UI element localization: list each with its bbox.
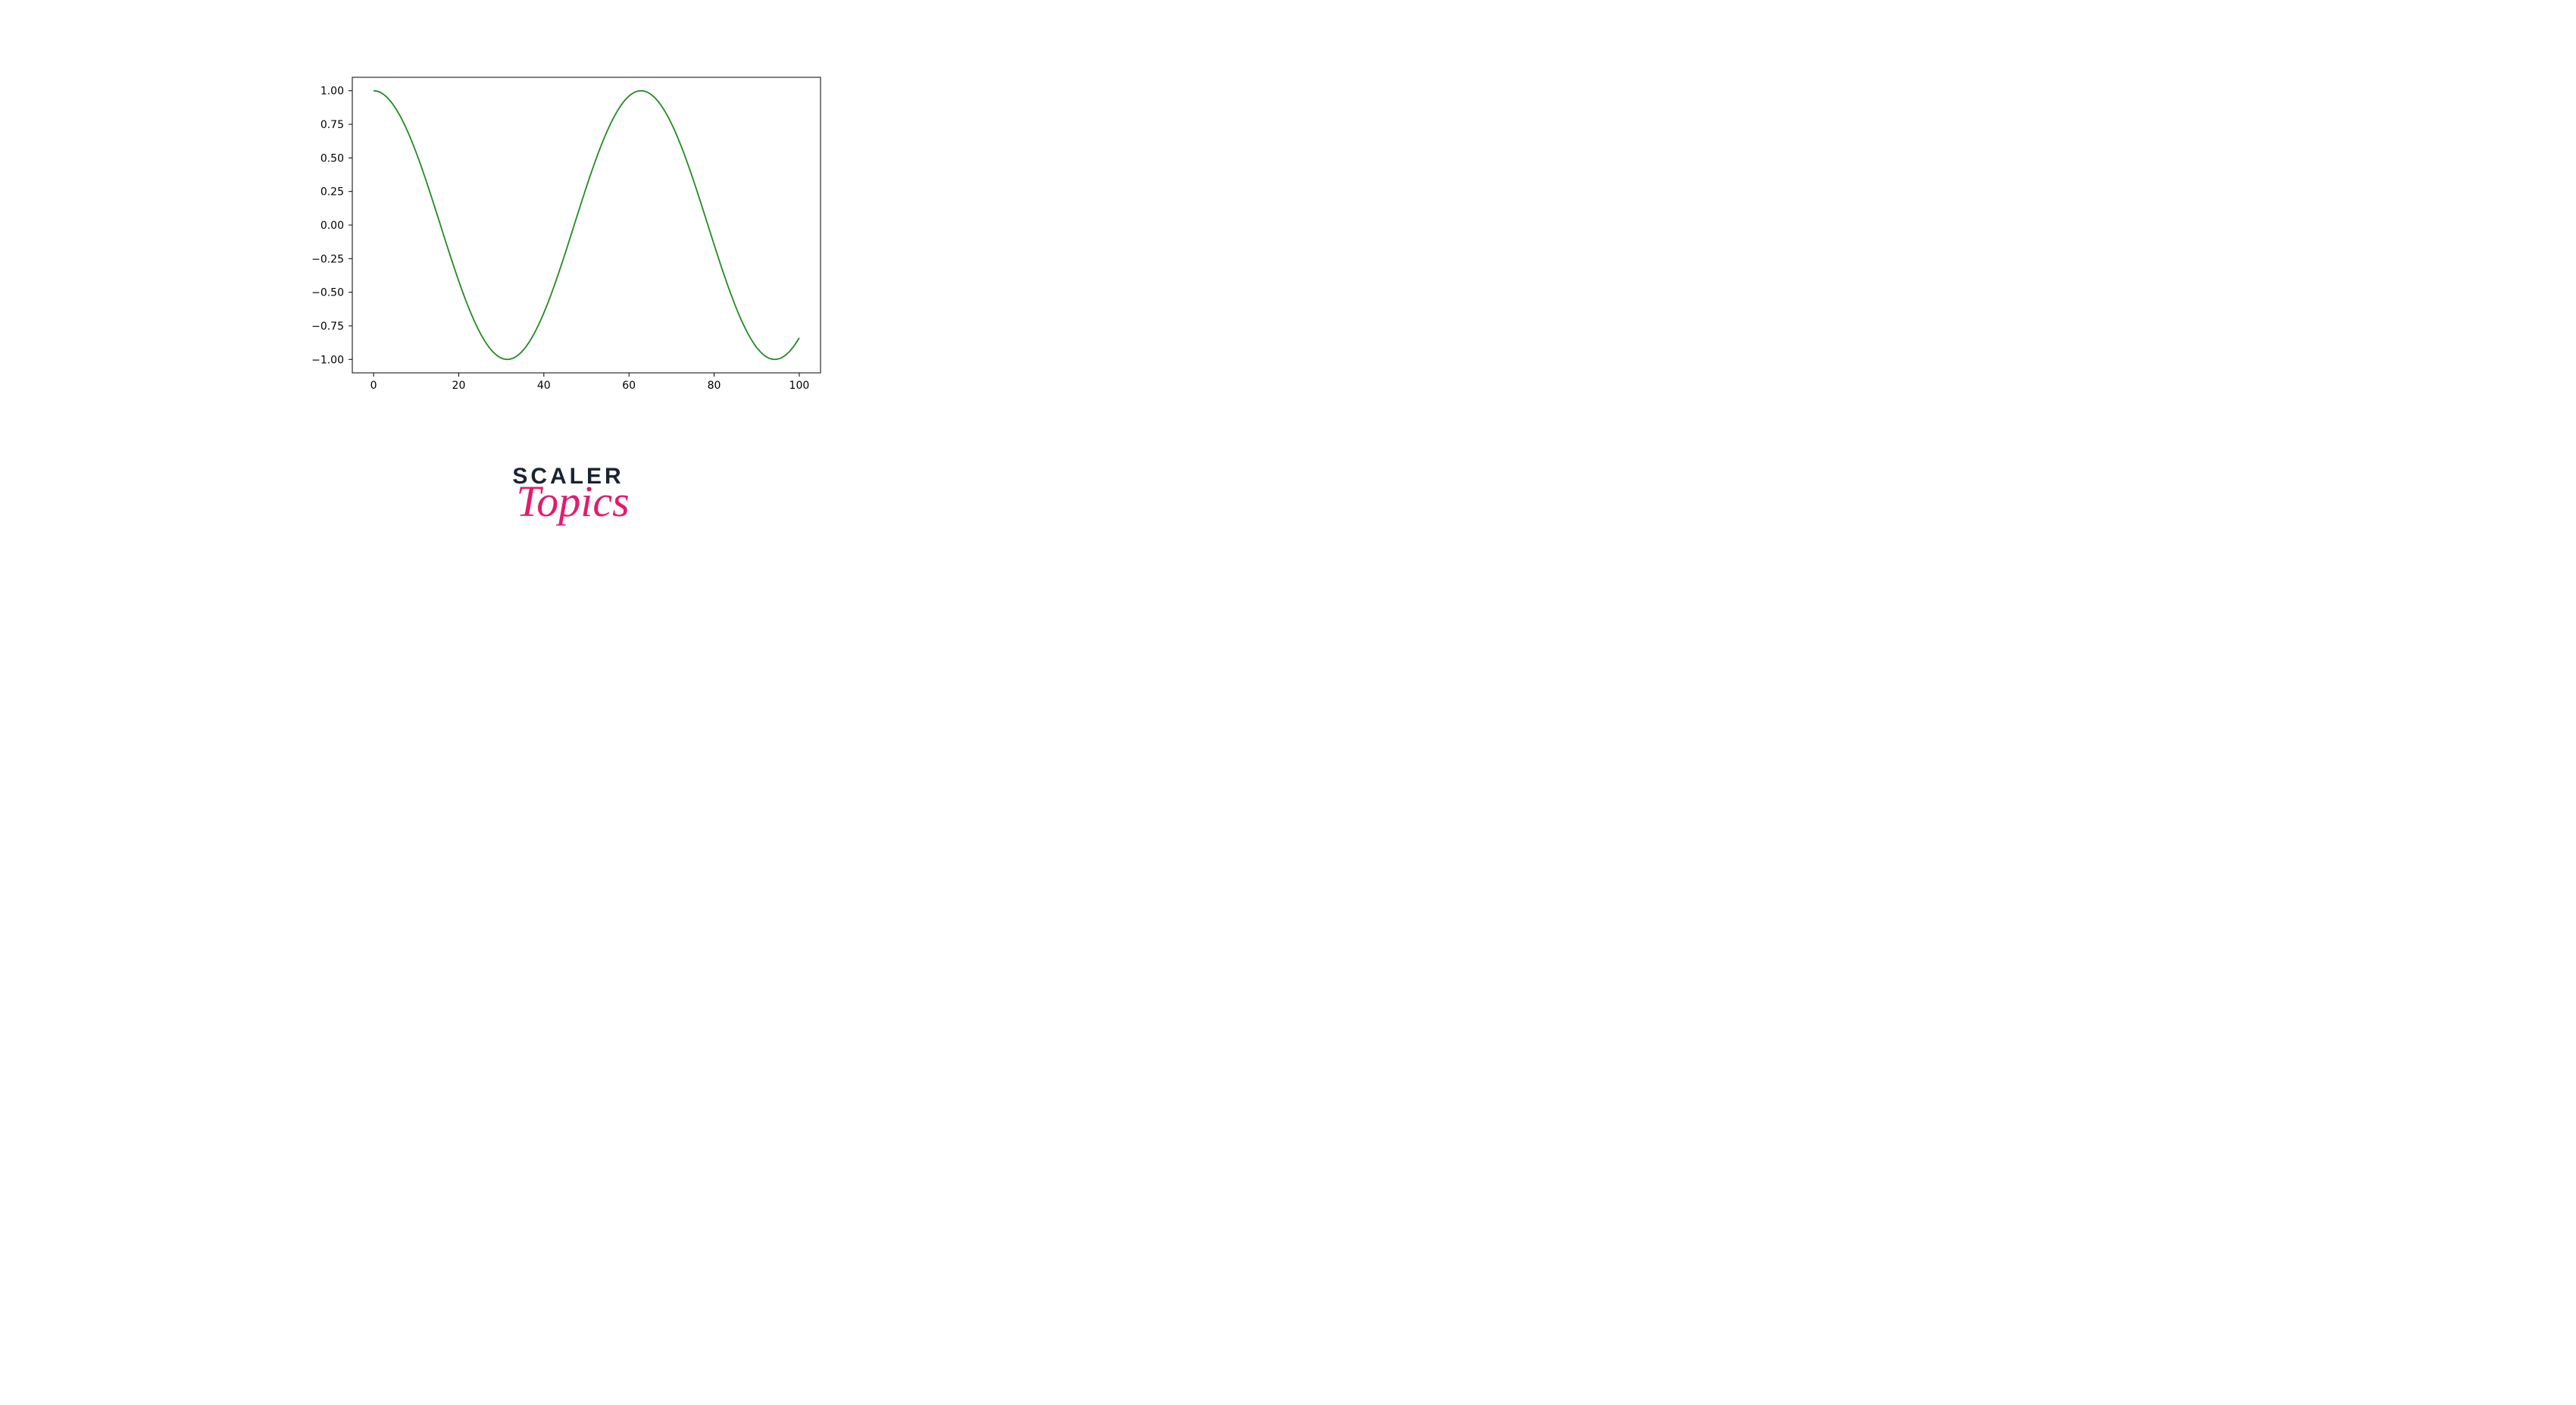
x-tick-label: 40 (537, 380, 551, 392)
y-tick-label: 0.00 (320, 220, 344, 232)
y-tick-label: −0.75 (311, 321, 344, 333)
y-tick-label: 0.25 (320, 186, 344, 199)
y-tick-label: −0.25 (311, 253, 344, 265)
y-tick-label: −0.50 (311, 287, 344, 299)
y-tick-label: 0.50 (320, 152, 344, 164)
x-tick-label: 20 (452, 380, 466, 392)
scaler-topics-logo: SCALER Topics (0, 464, 1136, 521)
x-tick-label: 80 (708, 380, 721, 392)
y-tick-label: −1.00 (311, 354, 344, 366)
y-tick-label: 1.00 (320, 86, 344, 98)
plot-area (352, 77, 821, 373)
cosine-line-chart: 0 20 40 60 80 100 −1.00 −0.75 −0.50 −0.25 0.00 0.25… (299, 68, 830, 402)
x-tick-label: 60 (622, 380, 636, 392)
x-tick-label: 0 (370, 380, 377, 392)
x-tick-label: 100 (789, 380, 810, 392)
logo-line2: Topics (5, 482, 1141, 521)
y-tick-label: 0.75 (320, 119, 344, 131)
